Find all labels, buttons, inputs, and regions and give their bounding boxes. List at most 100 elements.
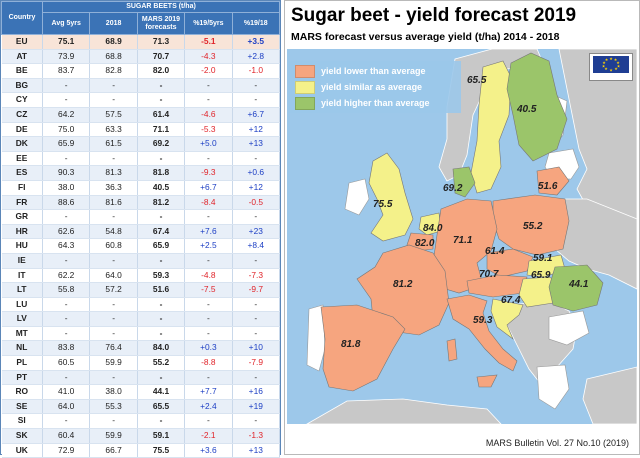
mars2019-cell: 81.8 [137, 165, 186, 181]
pct-18-cell: +16 [232, 384, 281, 400]
pct-18-cell: -1.0 [232, 63, 281, 79]
map-label-hu: 65.9 [531, 270, 551, 281]
legend-swatch-lower [295, 64, 315, 78]
country-cell: ES [1, 165, 43, 181]
pct-5yrs-cell: -5.1 [184, 34, 233, 50]
pct-18-cell: +10 [232, 340, 281, 357]
country-cell: LV [1, 311, 43, 327]
svg-text:★: ★ [609, 56, 613, 61]
pct-5yrs-cell: - [184, 92, 233, 108]
y2018-cell: - [89, 370, 138, 386]
map-label-dk: 69.2 [443, 183, 463, 194]
avg5yrs-cell: - [42, 297, 91, 313]
svg-text:★: ★ [602, 64, 606, 69]
y2018-cell: - [89, 78, 138, 94]
avg5yrs-cell: 83.8 [42, 340, 91, 357]
country-cell: CY [1, 92, 43, 108]
pct-5yrs-cell: -8.8 [184, 355, 233, 371]
pct-18-cell: -7.9 [232, 355, 281, 371]
pct-5yrs-cell: - [184, 413, 233, 430]
country-cell: CZ [1, 107, 43, 123]
bulgaria-white [548, 310, 590, 346]
pct-18-cell: - [232, 151, 281, 167]
ireland-white [344, 178, 370, 216]
table-row: SI - - - - - [1, 413, 281, 430]
y2018-cell: 68.9 [89, 34, 138, 50]
table-row: FI 38.0 36.3 40.5 +6.7 +12 [1, 180, 281, 196]
y2018-cell: 55.3 [89, 399, 138, 415]
country-cell: NL [1, 340, 43, 357]
legend-item-higher: yield higher than average [289, 95, 461, 111]
map-label-it: 59.3 [473, 315, 493, 326]
country-it-sicily [476, 374, 498, 388]
pct-5yrs-cell: -8.4 [184, 195, 233, 211]
country-cell: FR [1, 195, 43, 211]
legend-item-lower: yield lower than average [289, 63, 461, 79]
country-cell: LU [1, 297, 43, 313]
avg5yrs-cell: - [42, 78, 91, 94]
pct-18-cell: +6.7 [232, 107, 281, 123]
map-label-de: 71.1 [453, 235, 473, 246]
pct-18-cell: - [232, 311, 281, 327]
pct-18-cell: - [232, 92, 281, 108]
country-cell: SK [1, 428, 43, 444]
pct-5yrs-cell: - [184, 151, 233, 167]
country-uk [368, 152, 414, 242]
legend-label-similar: yield similar as average [321, 82, 423, 92]
pct-18-cell: +23 [232, 224, 281, 240]
mars2019-cell: 82.0 [137, 63, 186, 79]
table-row: EE - - - - - [1, 151, 281, 167]
avg5yrs-cell: - [42, 311, 91, 327]
country-cell: PT [1, 370, 43, 386]
table-row: DE 75.0 63.3 71.1 -5.3 +12 [1, 122, 281, 138]
pct-5yrs-cell: - [184, 253, 233, 269]
y2018-cell: 57.2 [89, 282, 138, 298]
mars2019-cell: - [137, 413, 186, 430]
table-row: AT 73.9 68.8 70.7 -4.3 +2.8 [1, 49, 281, 65]
europe-map: 65.5 40.5 69.2 51.6 75.5 84.0 82.0 71.1 … [287, 49, 637, 424]
pct-5yrs-cell: +3.6 [184, 443, 233, 458]
mars2019-cell: 55.2 [137, 355, 186, 371]
mars2019-cell: 71.3 [137, 34, 186, 50]
pct-5yrs-cell: -4.6 [184, 107, 233, 123]
pct-5yrs-cell: -7.5 [184, 282, 233, 298]
mars2019-cell: 81.2 [137, 195, 186, 211]
y2018-cell: 66.7 [89, 443, 138, 458]
legend-swatch-similar [295, 80, 315, 94]
avg5yrs-cell: 90.3 [42, 165, 91, 181]
country-cell: BG [1, 78, 43, 94]
avg5yrs-cell: 60.5 [42, 355, 91, 371]
y2018-cell: - [89, 253, 138, 269]
table-row: RO 41.0 38.0 44.1 +7.7 +16 [1, 384, 281, 400]
col-2018-header: 2018 [89, 12, 138, 35]
avg5yrs-cell: 73.9 [42, 49, 91, 65]
bulletin-footer: MARS Bulletin Vol. 27 No.10 (2019) [485, 438, 629, 448]
country-cell: EE [1, 151, 43, 167]
avg5yrs-cell: 88.6 [42, 195, 91, 211]
country-fi [506, 52, 568, 162]
mars2019-cell: 40.5 [137, 180, 186, 196]
y2018-cell: 64.0 [89, 268, 138, 284]
map-label-hr: 67.4 [501, 295, 521, 306]
legend-label-lower: yield lower than average [321, 66, 426, 76]
svg-text:★: ★ [602, 60, 606, 65]
country-it [446, 294, 518, 372]
pct-5yrs-cell: -2.0 [184, 63, 233, 79]
col-avg5yrs-header: Avg 5yrs [41, 12, 91, 35]
y2018-cell: - [89, 92, 138, 108]
avg5yrs-cell: - [42, 253, 91, 269]
pct-18-cell: +13 [232, 443, 281, 458]
pct-18-cell: - [232, 253, 281, 269]
col-country-header: Country [1, 1, 43, 35]
svg-text:★: ★ [617, 64, 621, 69]
country-cell: HR [1, 224, 43, 240]
avg5yrs-cell: 72.9 [42, 443, 91, 458]
mars2019-cell: 67.4 [137, 224, 186, 240]
pct-18-cell: -7.3 [232, 268, 281, 284]
mars2019-cell: - [137, 253, 186, 269]
avg5yrs-cell: 64.3 [42, 238, 91, 254]
map-label-pl: 55.2 [523, 221, 543, 232]
pct-5yrs-cell: +5.0 [184, 136, 233, 152]
legend-swatch-higher [295, 96, 315, 110]
country-cell: IT [1, 268, 43, 284]
